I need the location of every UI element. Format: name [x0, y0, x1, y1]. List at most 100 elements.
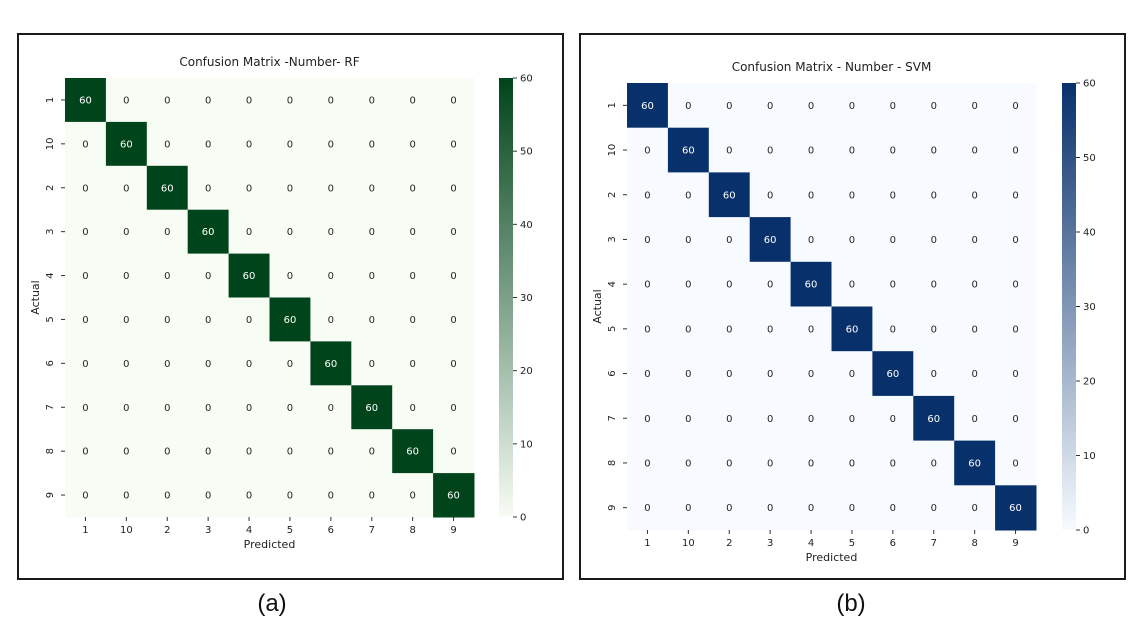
heatmap-cell	[913, 306, 955, 352]
cell-value-label: 0	[849, 190, 855, 201]
heatmap-cell	[749, 172, 792, 218]
cell-value-label: 0	[205, 359, 211, 370]
cell-value-label: 0	[931, 101, 937, 112]
cell-value-label: 60	[324, 359, 337, 370]
x-tick-label: 1	[82, 525, 88, 536]
cell-value-label: 0	[369, 315, 375, 326]
heatmap-cell	[105, 165, 148, 211]
cell-value-label: 0	[849, 280, 855, 291]
x-tick-label: 7	[931, 538, 937, 549]
heatmap-cell	[269, 341, 311, 386]
heatmap-cell	[627, 440, 669, 486]
cell-value-label: 0	[767, 146, 773, 157]
y-tick-label: 6	[45, 360, 56, 366]
cell-value-label: 0	[246, 403, 252, 414]
x-tick-label: 3	[205, 525, 211, 536]
heatmap-cell	[105, 473, 148, 518]
cell-value-label: 0	[164, 315, 170, 326]
heatmap-cell	[708, 485, 751, 531]
cell-value-label: 0	[82, 139, 88, 150]
cell-value-label: 0	[808, 369, 814, 380]
cell-value-label: 0	[205, 491, 211, 502]
heatmap-cell	[310, 385, 352, 430]
chart-title: Confusion Matrix -Number- RF	[179, 55, 359, 69]
cell-value-label: 0	[123, 447, 129, 458]
colorbar-tick-label: 0	[1083, 526, 1089, 537]
cell-value-label: 0	[931, 280, 937, 291]
heatmap-cell	[872, 306, 914, 352]
heatmap-cell	[913, 172, 955, 218]
cell-value-label: 0	[890, 324, 896, 335]
cell-value-label: 0	[890, 414, 896, 425]
heatmap-cell	[269, 253, 311, 298]
heatmap-cell	[65, 341, 107, 386]
cell-value-label: 0	[82, 491, 88, 502]
heatmap-cell	[146, 429, 189, 474]
heatmap-cell	[392, 297, 434, 342]
heatmap-cell	[392, 121, 434, 167]
cell-value-label: 0	[726, 414, 732, 425]
heatmap-cell	[954, 261, 996, 307]
cell-value-label: 0	[123, 403, 129, 414]
heatmap-cell	[831, 172, 873, 218]
cell-value-label: 0	[971, 369, 977, 380]
heatmap-cell	[433, 253, 475, 298]
heatmap-cell	[749, 83, 792, 129]
cell-value-label: 0	[82, 315, 88, 326]
cell-value-label: 0	[971, 146, 977, 157]
cell-value-label: 0	[849, 235, 855, 246]
heatmap-cell	[269, 165, 311, 211]
heatmap-cell	[310, 297, 352, 342]
heatmap-cell	[995, 172, 1037, 218]
heatmap-cell	[351, 121, 393, 167]
cell-value-label: 0	[246, 95, 252, 106]
heatmap-cell	[790, 395, 832, 442]
cell-value-label: 0	[246, 227, 252, 238]
cell-value-label: 0	[1012, 369, 1018, 380]
cell-value-label: 0	[409, 227, 415, 238]
x-tick-label: 6	[328, 525, 334, 536]
cell-value-label: 0	[246, 359, 252, 370]
cell-value-label: 0	[931, 503, 937, 514]
colorbar	[1062, 83, 1076, 530]
cell-value-label: 0	[644, 324, 650, 335]
x-tick-label: 8	[409, 525, 415, 536]
heatmap-cell	[146, 209, 189, 255]
cell-value-label: 0	[931, 235, 937, 246]
colorbar-tick-label: 60	[1083, 79, 1096, 90]
cell-value-label: 0	[890, 503, 896, 514]
cell-value-label: 0	[246, 139, 252, 150]
heatmap-cell	[228, 209, 270, 255]
cell-value-label: 0	[726, 458, 732, 469]
heatmap-cell	[749, 261, 792, 307]
cell-value-label: 0	[808, 101, 814, 112]
heatmap-cell	[749, 217, 792, 263]
colorbar-tick-label: 30	[1083, 302, 1096, 313]
heatmap-cell	[913, 440, 955, 486]
heatmap-cell	[433, 209, 475, 255]
heatmap-cell	[995, 440, 1037, 486]
y-tick-label: 1	[45, 97, 56, 103]
heatmap-cell	[392, 341, 434, 386]
cell-value-label: 0	[1012, 458, 1018, 469]
cell-value-label: 0	[369, 227, 375, 238]
y-tick-label: 9	[45, 492, 56, 498]
heatmap-cell	[627, 172, 669, 218]
heatmap-cell	[872, 172, 914, 218]
y-tick-label: 4	[607, 281, 618, 287]
x-axis-label: Predicted	[244, 538, 296, 551]
heatmap-cell	[667, 83, 710, 129]
cell-value-label: 0	[1012, 324, 1018, 335]
cell-value-label: 0	[287, 403, 293, 414]
cell-value-label: 0	[808, 414, 814, 425]
heatmap-cell	[995, 127, 1037, 173]
heatmap-cell	[749, 351, 792, 397]
heatmap-cell	[433, 165, 475, 211]
cell-value-label: 0	[409, 95, 415, 106]
cell-value-label: 0	[644, 280, 650, 291]
heatmap-cell	[65, 385, 107, 430]
heatmap-cell	[269, 209, 311, 255]
heatmap-cell	[228, 121, 270, 167]
heatmap-cell	[995, 395, 1037, 442]
heatmap-cell	[105, 121, 148, 167]
